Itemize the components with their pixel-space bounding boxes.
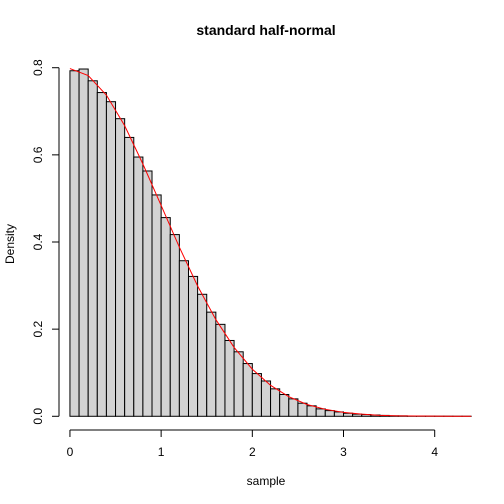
histogram-bar [215,323,226,417]
chart-title: standard half-normal [196,22,335,38]
histogram-bar [69,70,80,417]
histogram-bar [270,388,281,417]
histogram-bar [279,394,290,417]
histogram-bar [160,217,171,417]
histogram-bar [124,136,135,417]
histogram-bar [315,408,326,417]
density-curve [69,68,472,417]
histogram-bar [133,156,144,417]
density-curve-group [69,68,472,417]
histogram-bar [142,170,153,417]
x-tick-label: 4 [431,445,438,459]
histogram-bar [169,234,180,417]
histogram-bar [251,373,262,417]
histogram-bar [224,339,235,417]
histogram-bar [233,351,244,417]
y-axis-label: Density [3,224,17,264]
histogram-bar [78,68,89,417]
x-axis: 0 1 2 3 4 [67,429,438,459]
x-tick-label: 3 [340,445,347,459]
histogram-bar [115,118,126,417]
histogram-bar [96,92,107,417]
x-tick-label: 1 [158,445,165,459]
histogram-bar [260,380,272,417]
histogram-bar [242,363,253,417]
histogram-bar [87,80,98,417]
histogram-bar [288,398,299,417]
x-tick-label: 2 [249,445,256,459]
histogram-bar [151,194,162,417]
bars-group [69,68,472,417]
histogram-bar [197,293,208,417]
x-axis-label: sample [247,474,286,488]
y-tick-label: 0.0 [31,408,45,425]
histogram-bar [105,101,117,417]
y-tick-label: 0.8 [31,59,45,76]
x-tick-label: 0 [67,445,74,459]
histogram-bar [324,410,335,417]
y-tick-label: 0.4 [31,233,45,250]
histogram-bar [297,402,308,417]
histogram-bar [178,260,189,417]
y-tick-label: 0.6 [31,146,45,163]
y-tick-label: 0.2 [31,320,45,337]
y-axis: 0.0 0.2 0.4 0.6 0.8 [31,59,60,425]
histogram-bar [206,311,217,417]
histogram-bar [306,405,317,417]
histogram-bar [187,275,199,417]
histogram-bar [343,412,354,417]
